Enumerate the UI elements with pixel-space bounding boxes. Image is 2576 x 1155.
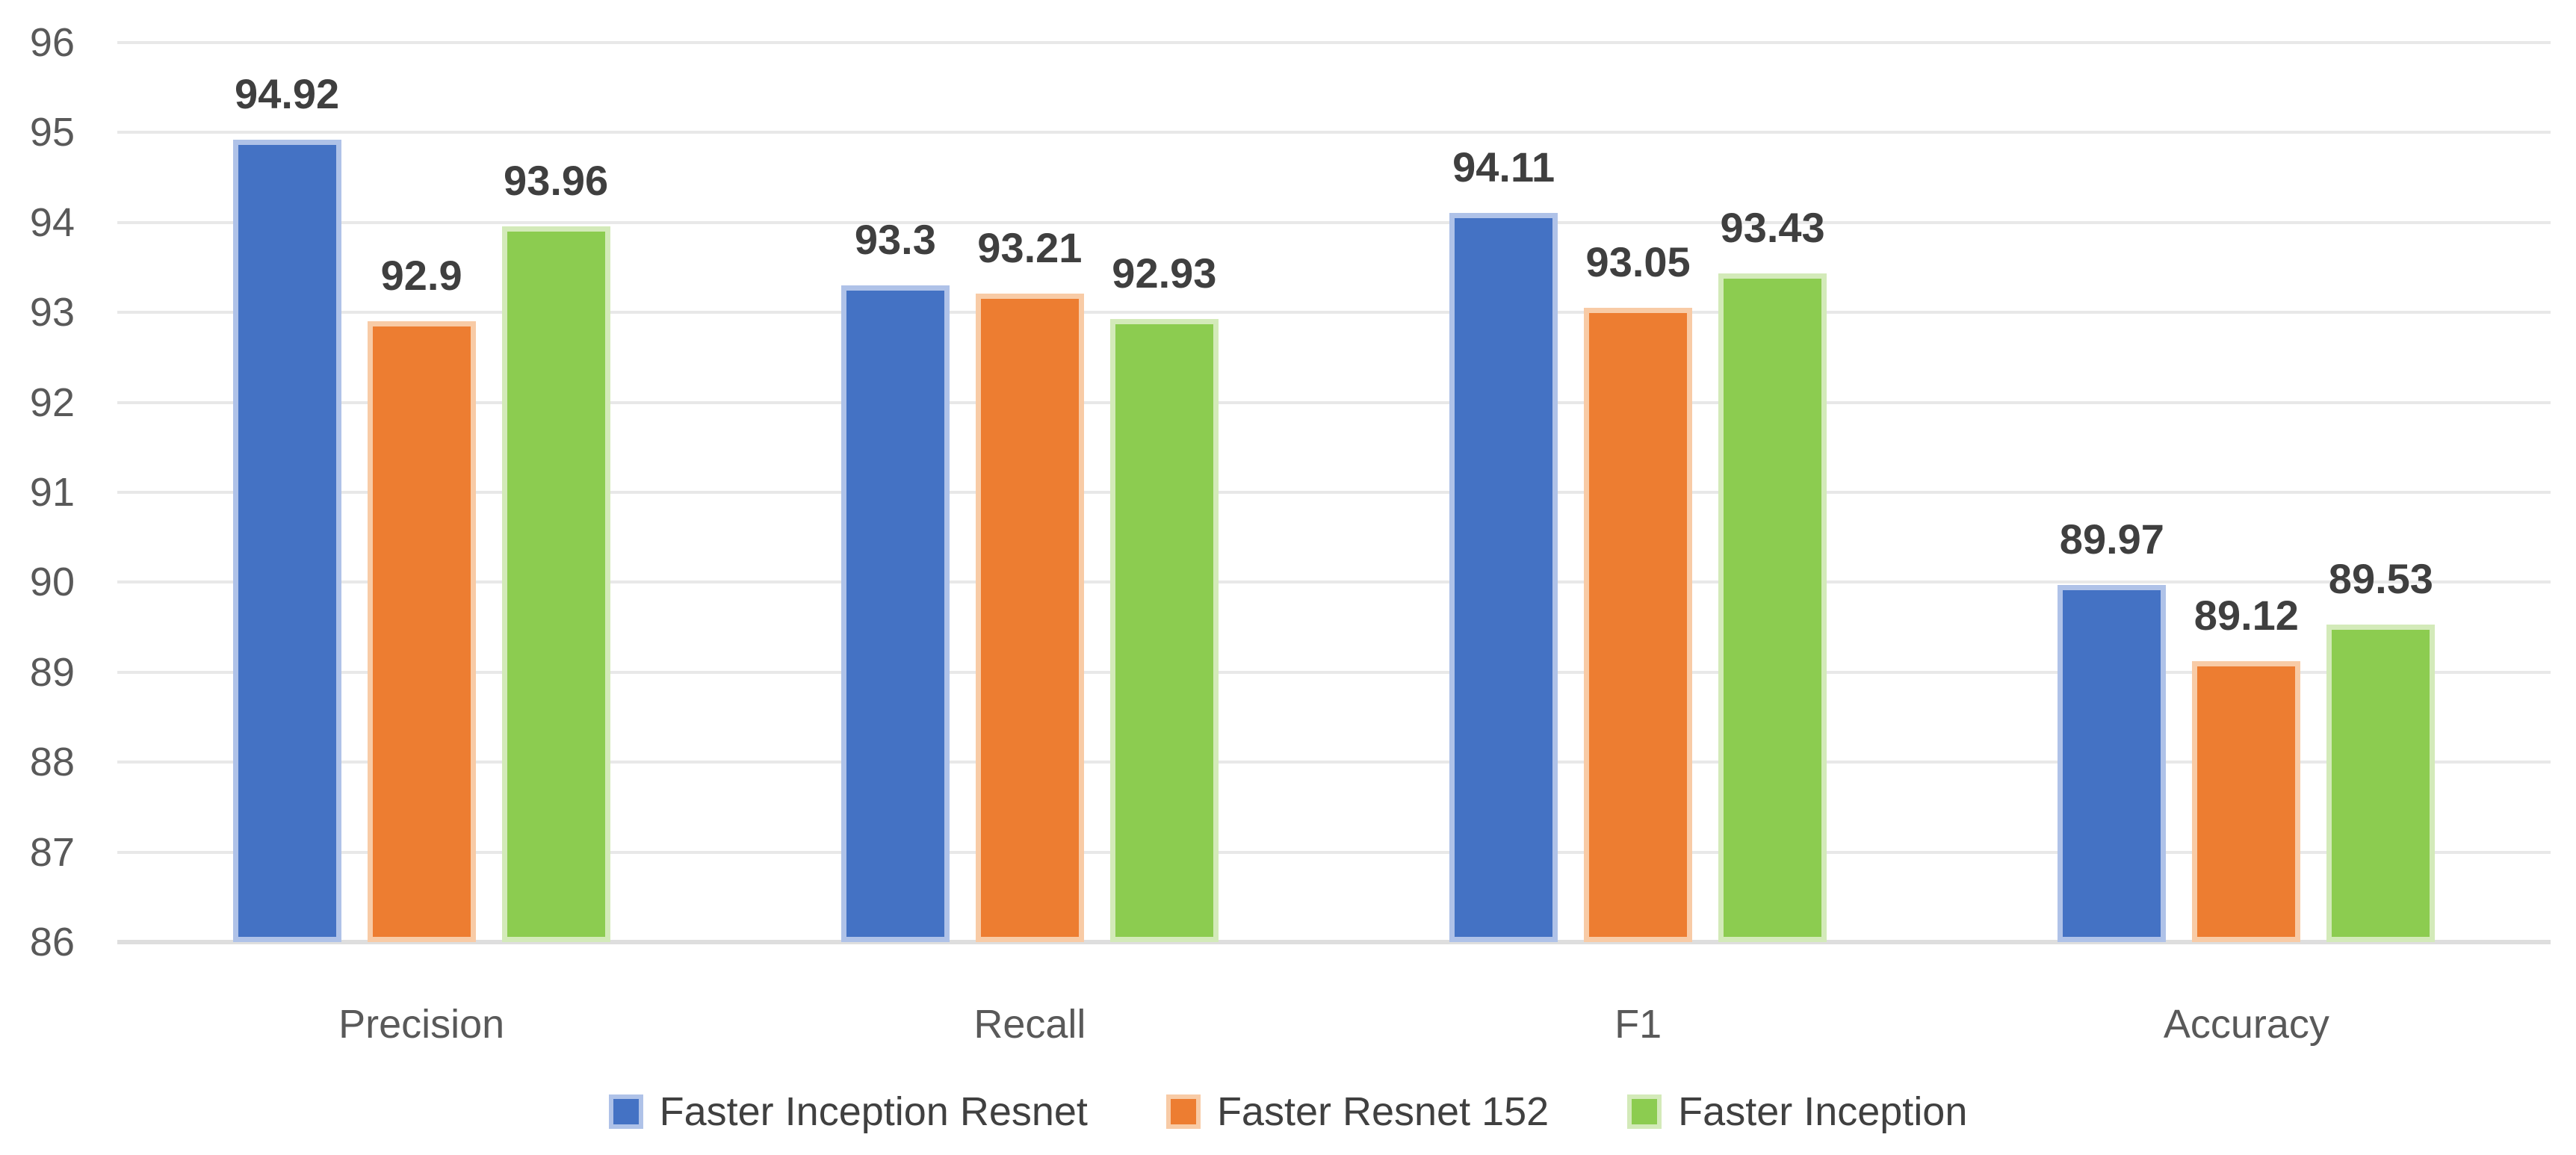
legend-label: Faster Inception — [1678, 1089, 1968, 1134]
y-axis-tick-92: 92 — [29, 380, 75, 425]
bar-faster-inception-resnet-precision — [232, 140, 341, 942]
y-axis-tick-87: 87 — [29, 829, 75, 875]
legend-item-faster-inception-resnet: Faster Inception Resnet — [608, 1086, 1088, 1138]
value-label-faster-resnet-152-recall: 93.21 — [977, 223, 1083, 271]
bar-faster-inception-resnet-f1 — [1449, 212, 1558, 942]
bar-faster-inception-accuracy — [2326, 624, 2436, 942]
legend-item-faster-inception: Faster Inception — [1627, 1086, 1967, 1138]
category-label-accuracy: Accuracy — [2163, 1002, 2329, 1047]
legend-swatch-orange — [1165, 1094, 1201, 1129]
y-axis-tick-96: 96 — [29, 20, 75, 65]
category-label-f1: F1 — [1614, 1002, 1662, 1047]
gridline-96 — [117, 41, 2551, 44]
value-label-faster-resnet-152-accuracy: 89.12 — [2193, 592, 2299, 640]
gridline-92 — [117, 400, 2551, 404]
legend-label: Faster Inception Resnet — [659, 1089, 1088, 1134]
value-label-faster-resnet-152-precision: 92.9 — [380, 252, 462, 300]
bar-faster-inception-resnet-accuracy — [2058, 585, 2167, 942]
bar-faster-inception-recall — [1109, 318, 1219, 942]
bar-faster-inception-f1 — [1718, 273, 1827, 942]
y-axis-tick-86: 86 — [29, 920, 75, 964]
legend-swatch-green — [1627, 1094, 1662, 1129]
gridline-90 — [117, 580, 2551, 584]
y-axis-tick-90: 90 — [29, 560, 75, 605]
category-label-recall: Recall — [973, 1002, 1086, 1047]
gridline-86 — [117, 940, 2551, 944]
bar-faster-inception-precision — [501, 226, 610, 942]
category-label-precision: Precision — [338, 1002, 505, 1047]
bar-faster-resnet-152-accuracy — [2192, 661, 2301, 942]
gridline-88 — [117, 761, 2551, 764]
legend: Faster Inception Resnet Faster Resnet 15… — [0, 1076, 2576, 1147]
y-axis-tick-93: 93 — [29, 290, 75, 335]
gridline-91 — [117, 491, 2551, 494]
value-label-faster-inception-resnet-recall: 93.3 — [854, 216, 936, 264]
legend-label: Faster Resnet 152 — [1216, 1089, 1549, 1134]
gridline-89 — [117, 670, 2551, 674]
value-label-faster-inception-resnet-accuracy: 89.97 — [2059, 515, 2164, 563]
y-axis-tick-88: 88 — [29, 740, 75, 785]
gridline-95 — [117, 131, 2551, 134]
value-label-faster-resnet-152-f1: 93.05 — [1585, 238, 1691, 286]
y-axis-tick-89: 89 — [29, 649, 75, 695]
value-label-faster-inception-accuracy: 89.53 — [2328, 554, 2433, 602]
bar-faster-resnet-152-precision — [367, 321, 476, 942]
legend-swatch-blue — [608, 1094, 643, 1129]
value-label-faster-inception-precision: 93.96 — [504, 156, 609, 204]
y-axis-tick-91: 91 — [29, 470, 75, 515]
value-label-faster-inception-f1: 93.43 — [1720, 204, 1825, 252]
bar-faster-inception-resnet-recall — [840, 285, 950, 942]
bar-faster-resnet-152-f1 — [1584, 308, 1693, 942]
gridline-87 — [117, 850, 2551, 854]
gridline-93 — [117, 311, 2551, 315]
value-label-faster-inception-resnet-f1: 94.11 — [1452, 143, 1555, 191]
bar-faster-resnet-152-recall — [975, 293, 1084, 942]
legend-item-faster-resnet-152: Faster Resnet 152 — [1165, 1086, 1549, 1138]
gridline-94 — [117, 220, 2551, 224]
y-axis-tick-95: 95 — [29, 110, 75, 155]
y-axis-tick-94: 94 — [29, 199, 75, 245]
value-label-faster-inception-recall: 92.93 — [1112, 249, 1217, 297]
value-label-faster-inception-resnet-precision: 94.92 — [235, 70, 340, 118]
